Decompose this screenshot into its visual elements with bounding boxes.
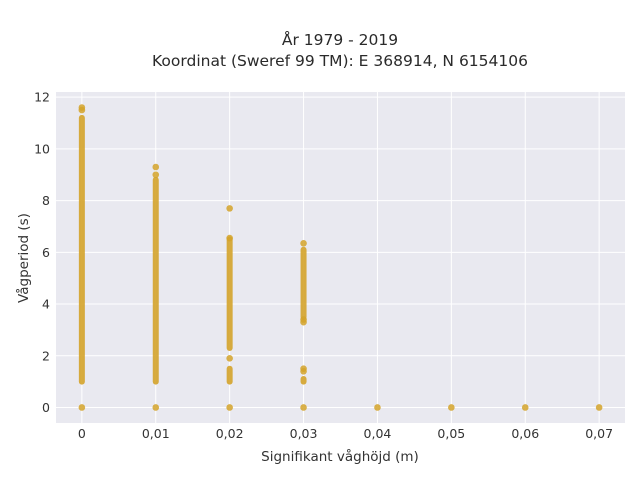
- y-tick-label: 10: [34, 141, 50, 156]
- data-point: [152, 404, 160, 411]
- x-tick-labels: 0 0,01 0,02 0,03 0,04 0,05 0,06 0,07: [78, 426, 613, 441]
- chart-title-line-2: Koordinat (Sweref 99 TM): E 368914, N 61…: [152, 52, 528, 70]
- data-point: [300, 318, 307, 326]
- y-tick-label: 12: [34, 90, 50, 105]
- y-tick-label: 4: [42, 297, 50, 312]
- data-point: [374, 404, 381, 411]
- plot-area: [56, 92, 625, 423]
- data-point: [448, 404, 455, 411]
- x-tick-label: 0,06: [511, 426, 539, 441]
- y-axis-label: Vågperiod (s): [15, 213, 32, 303]
- data-point: [226, 234, 233, 242]
- data-point: [226, 205, 233, 212]
- x-tick-label: 0,03: [290, 426, 318, 441]
- x-tick-label: 0,02: [216, 426, 244, 441]
- x-tick-label: 0,07: [585, 426, 613, 441]
- y-tick-label: 2: [42, 348, 50, 363]
- x-tick-label: 0,05: [437, 426, 465, 441]
- data-point: [521, 404, 529, 411]
- grid-lines: [56, 92, 625, 423]
- data-point: [226, 355, 233, 362]
- data-point: [226, 404, 233, 411]
- chart-title-line-1: År 1979 - 2019: [282, 30, 398, 49]
- y-tick-label: 8: [42, 193, 50, 208]
- data-point: [152, 171, 160, 179]
- data-point: [595, 404, 603, 411]
- x-tick-label: 0,01: [142, 426, 170, 441]
- data-point: [78, 404, 86, 411]
- data-segments: [78, 114, 307, 385]
- y-tick-label: 0: [42, 400, 50, 415]
- x-tick-label: 0,04: [364, 426, 392, 441]
- data-point: [152, 163, 160, 171]
- data-point: [300, 367, 307, 375]
- x-tick-label: 0: [78, 426, 86, 441]
- y-tick-labels: 0 2 4 6 8 10 12: [34, 90, 50, 415]
- data-point: [78, 106, 86, 114]
- data-point: [300, 404, 307, 411]
- data-point: [300, 239, 307, 247]
- x-axis-label: Signifikant våghöjd (m): [261, 448, 419, 465]
- y-tick-label: 6: [42, 245, 50, 260]
- data-points: [78, 104, 603, 411]
